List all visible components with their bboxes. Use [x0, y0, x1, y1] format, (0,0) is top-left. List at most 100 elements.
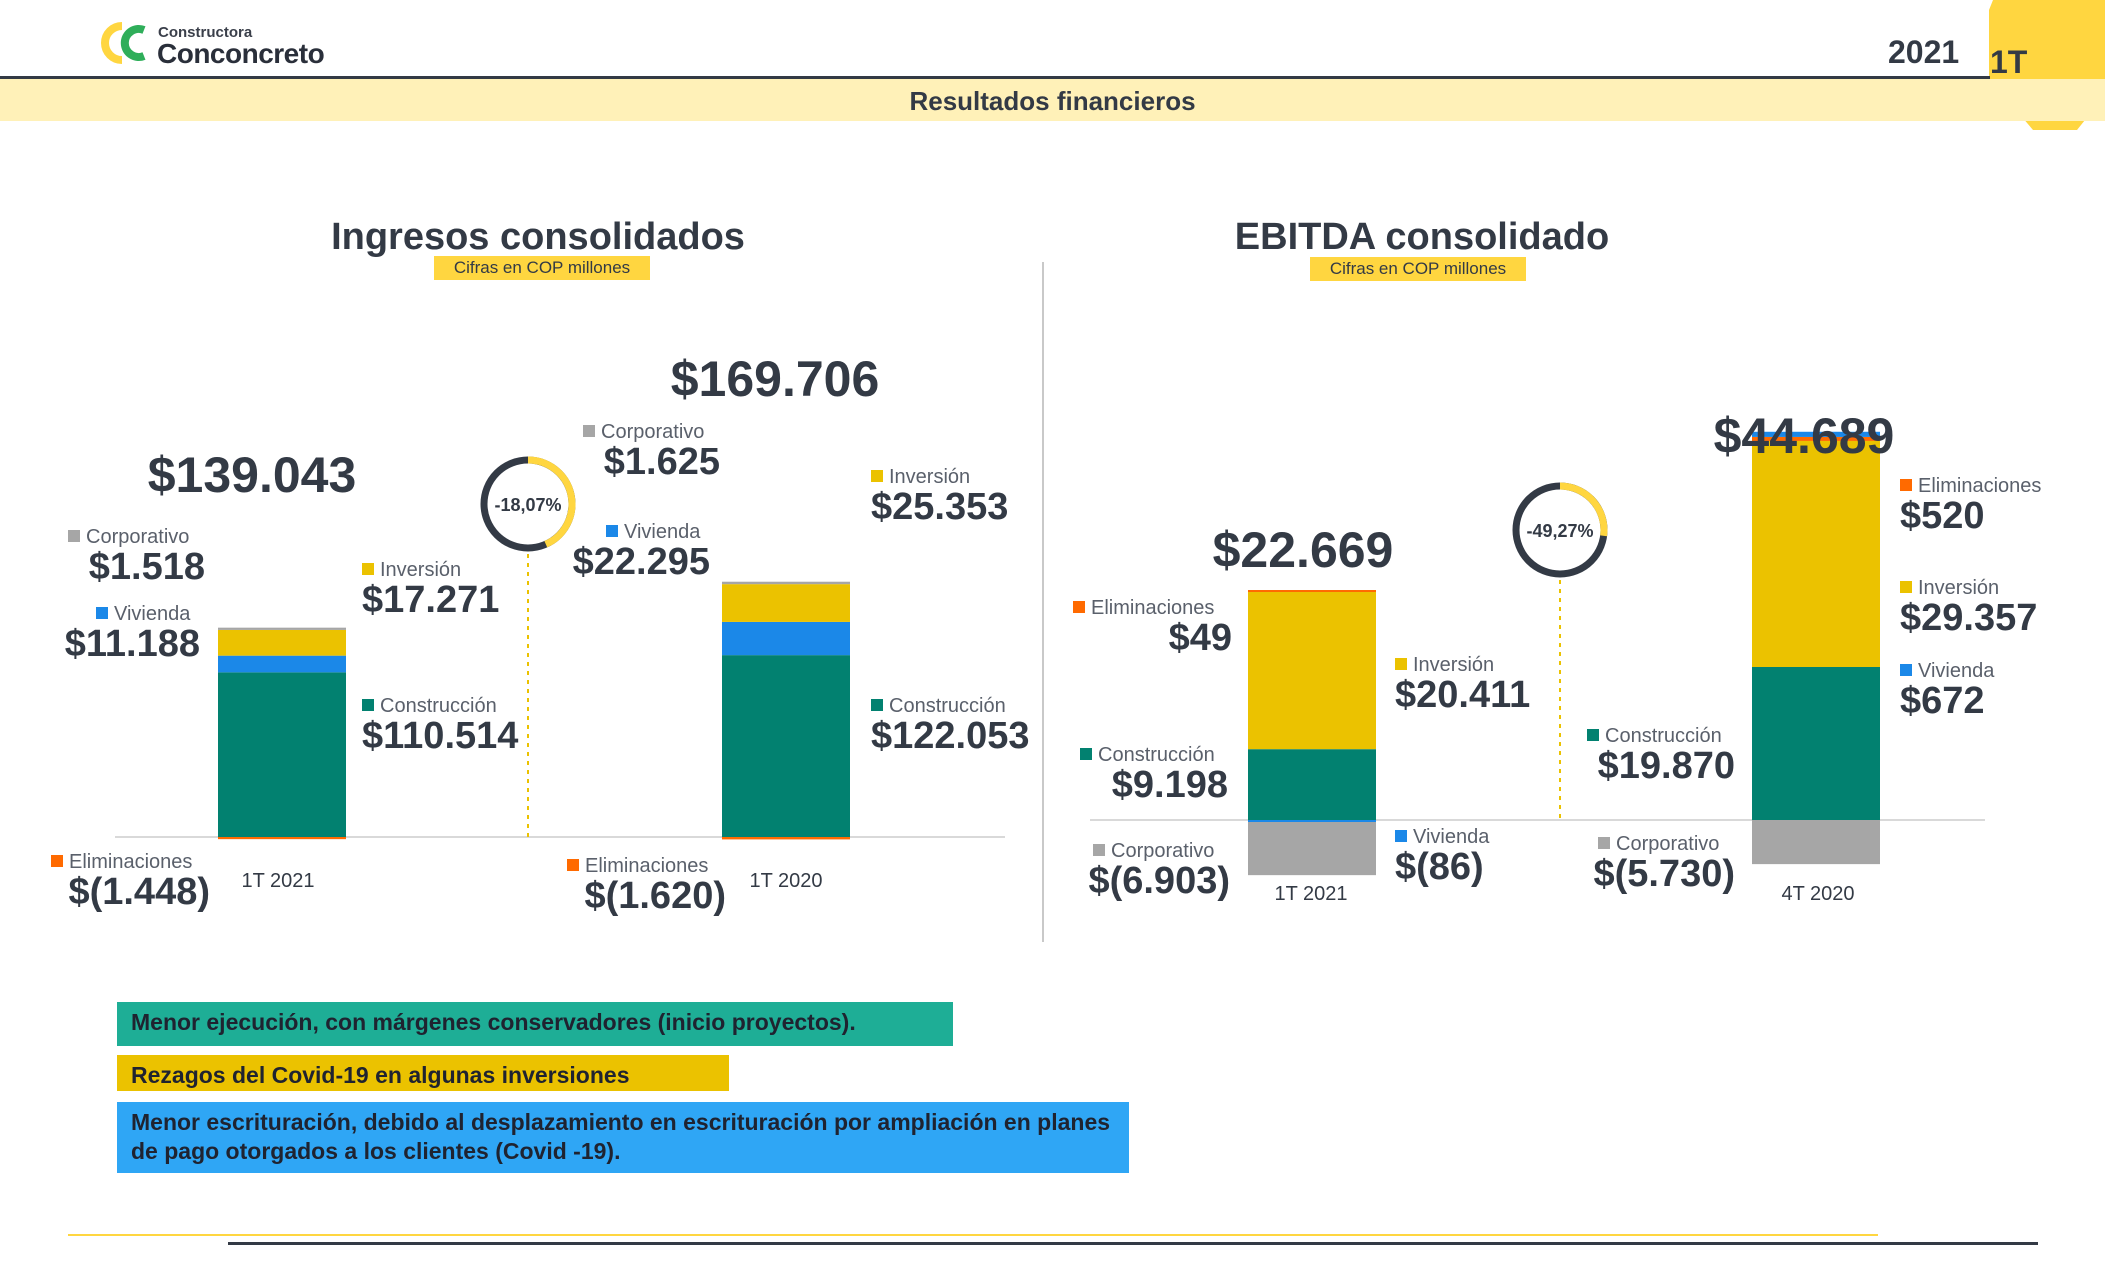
- bar-segment-inversion: [722, 584, 850, 622]
- note-vivienda: Menor escrituración, debido al desplazam…: [117, 1102, 1129, 1173]
- ebitda-chart-title: EBITDA consolidado: [1234, 216, 1610, 258]
- segment-name: Inversión: [1918, 577, 1999, 599]
- legend-swatch: [1080, 748, 1092, 760]
- legend-swatch: [1900, 664, 1912, 676]
- company-name-small: Constructora: [158, 24, 253, 41]
- segment-value: $(86): [1395, 846, 1484, 888]
- segment-name: Vivienda: [1918, 660, 1995, 682]
- segment-value: $1.518: [89, 546, 205, 588]
- segment-name: Corporativo: [86, 526, 189, 548]
- segment-name: Corporativo: [1616, 833, 1719, 855]
- segment-name: Eliminaciones: [1091, 597, 1214, 619]
- segment-value: $(5.730): [1593, 853, 1735, 895]
- segment-value: $9.198: [1112, 764, 1228, 806]
- change-percent: -18,07%: [494, 495, 561, 515]
- report-quarter: 1T: [1990, 44, 2028, 80]
- segment-name: Eliminaciones: [1918, 475, 2041, 497]
- segment-name: Vivienda: [114, 603, 191, 625]
- legend-swatch: [606, 525, 618, 537]
- bar-segment-inversion: [1752, 440, 1880, 668]
- legend-swatch: [362, 563, 374, 575]
- category-label: 4T 2020: [1781, 883, 1854, 905]
- legend-swatch: [68, 530, 80, 542]
- segment-value: $1.625: [604, 441, 720, 483]
- bar-segment-construccion: [722, 655, 850, 837]
- legend-swatch: [871, 470, 883, 482]
- segment-value: $122.053: [871, 715, 1030, 757]
- bar-segment-eliminaciones: [1248, 590, 1376, 593]
- legend-swatch: [96, 607, 108, 619]
- bar-segment-construccion: [1752, 667, 1880, 820]
- note-construccion: Menor ejecución, con márgenes conservado…: [117, 1002, 953, 1046]
- change-percent: -49,27%: [1526, 521, 1593, 541]
- bar-total: $22.669: [1213, 522, 1394, 578]
- category-label: 1T 2020: [749, 870, 822, 892]
- ebitda-chart-subtitle: Cifras en COP millones: [1310, 257, 1526, 281]
- legend-swatch: [871, 699, 883, 711]
- bar-segment-construccion: [218, 672, 346, 837]
- bar-segment-corporativo: [1752, 820, 1880, 865]
- legend-swatch: [362, 699, 374, 711]
- bar-total: $139.043: [148, 447, 357, 503]
- bar-total: $169.706: [671, 351, 880, 407]
- bar-segment-inversion: [1248, 592, 1376, 750]
- bar-segment-construccion: [1248, 749, 1376, 820]
- bar-segment-eliminaciones: [218, 837, 346, 840]
- revenue-chart-subtitle: Cifras en COP millones: [434, 256, 650, 280]
- segment-name: Vivienda: [624, 521, 701, 543]
- segment-value: $22.295: [573, 541, 710, 583]
- category-label: 1T 2021: [241, 870, 314, 892]
- segment-name: Eliminaciones: [69, 851, 192, 873]
- segment-name: Inversión: [380, 559, 461, 581]
- segment-value: $29.357: [1900, 597, 2037, 639]
- segment-name: Construcción: [380, 695, 497, 717]
- bar-segment-corporativo: [722, 581, 850, 585]
- bar-segment-vivienda: [1752, 431, 1880, 437]
- bar-segment-corporativo: [1248, 822, 1376, 876]
- report-year: 2021: [1888, 34, 1960, 70]
- footer-line-yellow: [68, 1234, 1878, 1236]
- bar-segment-inversion: [218, 629, 346, 656]
- revenue-chart-title: Ingresos consolidados: [331, 216, 745, 258]
- legend-swatch: [51, 855, 63, 867]
- bar-segment-vivienda: [722, 621, 850, 656]
- change-ring-progress: [527, 456, 576, 548]
- segment-value: $49: [1169, 617, 1232, 659]
- legend-swatch: [583, 425, 595, 437]
- segment-value: $19.870: [1598, 745, 1735, 787]
- segment-name: Construcción: [1605, 725, 1722, 747]
- segment-name: Inversión: [889, 466, 970, 488]
- segment-value: $(6.903): [1088, 860, 1230, 902]
- legend-swatch: [567, 859, 579, 871]
- legend-swatch: [1395, 658, 1407, 670]
- segment-name: Construcción: [889, 695, 1006, 717]
- bar-segment-eliminaciones: [1752, 436, 1880, 441]
- segment-value: $17.271: [362, 579, 499, 621]
- category-label: 1T 2021: [1274, 883, 1347, 905]
- segment-name: Corporativo: [601, 421, 704, 443]
- bar-total: $44.689: [1714, 408, 1895, 464]
- segment-value: $20.411: [1395, 674, 1530, 716]
- note-inversion: Rezagos del Covid-19 en algunas inversio…: [117, 1055, 729, 1091]
- legend-swatch: [1587, 729, 1599, 741]
- bar-segment-vivienda: [218, 655, 346, 673]
- section-banner: [0, 79, 2105, 121]
- legend-swatch: [1093, 844, 1105, 856]
- segment-value: $(1.448): [68, 871, 210, 913]
- segment-name: Inversión: [1413, 654, 1494, 676]
- company-name: Conconcreto: [157, 38, 325, 69]
- legend-swatch: [1395, 830, 1407, 842]
- segment-name: Corporativo: [1111, 840, 1214, 862]
- footer-line-dark: [228, 1242, 2038, 1245]
- segment-value: $520: [1900, 495, 1985, 537]
- legend-swatch: [1900, 581, 1912, 593]
- segment-value: $11.188: [65, 623, 200, 665]
- segment-value: $25.353: [871, 486, 1008, 528]
- segment-name: Vivienda: [1413, 826, 1490, 848]
- company-logo-mark: [101, 22, 146, 64]
- segment-name: Eliminaciones: [585, 855, 708, 877]
- legend-swatch: [1073, 601, 1085, 613]
- legend-swatch: [1900, 479, 1912, 491]
- segment-value: $672: [1900, 680, 1985, 722]
